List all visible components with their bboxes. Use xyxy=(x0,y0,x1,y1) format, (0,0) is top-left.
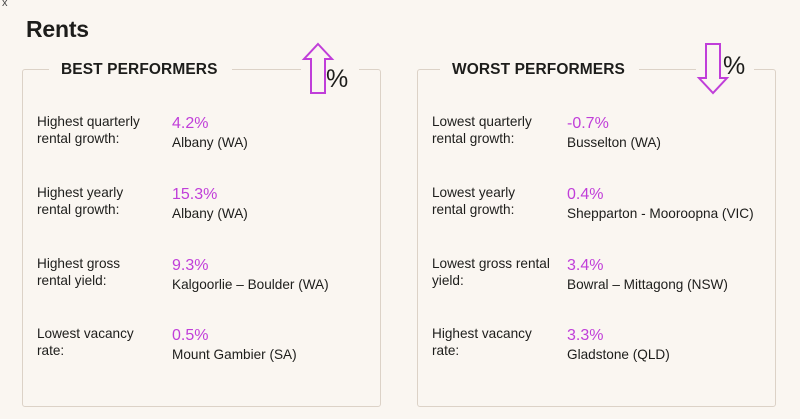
row-place: Busselton (WA) xyxy=(567,135,661,150)
percent-symbol: % xyxy=(723,52,746,80)
row-value: 4.2% xyxy=(172,115,209,132)
row-value: 0.5% xyxy=(172,327,209,344)
row-place: Albany (WA) xyxy=(172,135,248,150)
row-place: Kalgoorlie – Boulder (WA) xyxy=(172,277,329,292)
arrow-up-icon xyxy=(301,42,335,94)
best-performers-panel: BEST PERFORMERS % Highest quarterly rent… xyxy=(22,40,381,407)
row-place: Mount Gambier (SA) xyxy=(172,347,297,362)
row-place: Gladstone (QLD) xyxy=(567,347,670,362)
row-place: Albany (WA) xyxy=(172,206,248,221)
corner-mark: x xyxy=(2,0,8,9)
row-label: Lowest gross rental yield: xyxy=(432,256,550,288)
row-place: Shepparton - Mooroopna (VIC) xyxy=(567,206,754,221)
page-title: Rents xyxy=(26,16,89,42)
row-label: Highest yearly rental growth: xyxy=(37,185,124,217)
arrow-up-percent-icon: % xyxy=(301,40,359,98)
row-value: 0.4% xyxy=(567,186,604,203)
row-label: Highest quarterly rental growth: xyxy=(37,114,140,146)
row-label: Lowest yearly rental growth: xyxy=(432,185,516,217)
row-place: Bowral – Mittagong (NSW) xyxy=(567,277,728,292)
row-value: 9.3% xyxy=(172,257,209,274)
worst-performers-panel: WORST PERFORMERS % Lowest quarterly rent… xyxy=(417,40,776,407)
row-value: -0.7% xyxy=(567,115,609,132)
worst-performers-heading: WORST PERFORMERS xyxy=(440,60,639,80)
row-label: Lowest vacancy rate: xyxy=(37,326,134,358)
arrow-down-percent-icon: % xyxy=(696,40,754,98)
best-performers-heading: BEST PERFORMERS xyxy=(49,60,232,80)
row-value: 15.3% xyxy=(172,186,218,203)
row-label: Lowest quarterly rental growth: xyxy=(432,114,532,146)
row-value: 3.3% xyxy=(567,327,604,344)
row-label: Highest vacancy rate: xyxy=(432,326,532,358)
row-label: Highest gross rental yield: xyxy=(37,256,121,288)
row-value: 3.4% xyxy=(567,257,604,274)
arrow-down-icon xyxy=(696,43,730,95)
percent-symbol: % xyxy=(326,65,349,93)
